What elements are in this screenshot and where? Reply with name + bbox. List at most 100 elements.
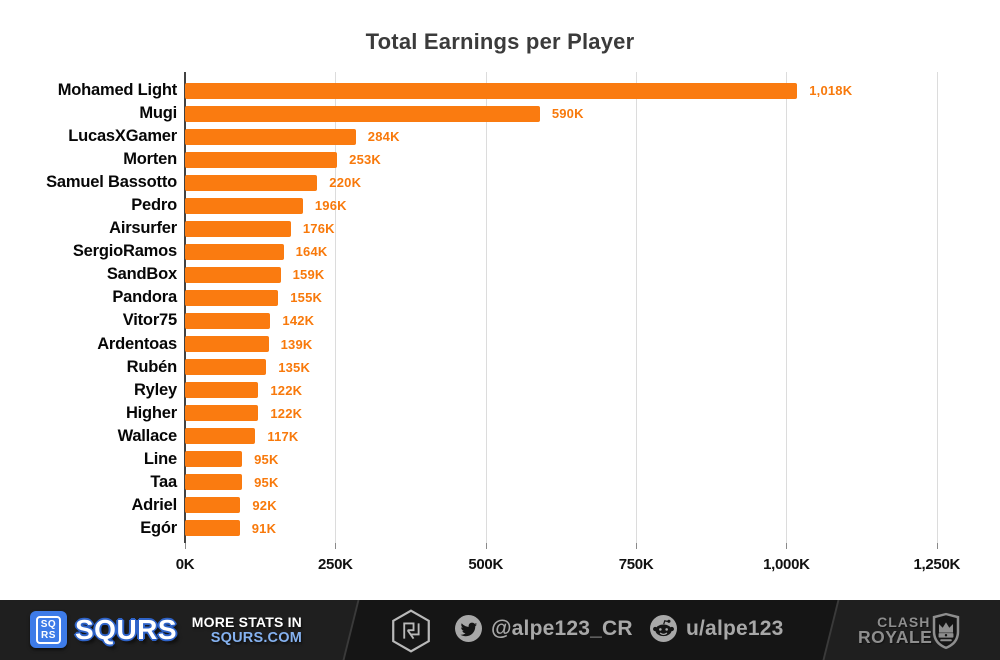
bar-value-label: 196K <box>314 198 347 214</box>
bar-value-label: 95K <box>254 474 279 490</box>
player-label: Mugi <box>139 104 177 123</box>
bar-row: Wallace 117K <box>0 425 1000 448</box>
bar-row: Vitor75 142K <box>0 309 1000 332</box>
x-axis-tickmark <box>786 543 788 549</box>
player-label: Pandora <box>112 288 177 307</box>
squrs-badge-line1: SQ <box>40 618 57 630</box>
earnings-bar <box>185 243 284 260</box>
player-label: Rubén <box>126 357 178 376</box>
gridline <box>786 72 788 543</box>
player-label: Mohamed Light <box>57 81 178 100</box>
bar-value-label: 284K <box>367 129 400 145</box>
squrs-badge-line2: RS <box>41 629 56 641</box>
squrs-logo-badge: SQ RS <box>30 611 67 648</box>
bar-value-label: 92K <box>252 497 277 513</box>
clash-royale-logo: CLASH ROYALE <box>858 612 963 650</box>
x-axis-tick-label: 250K <box>318 556 353 573</box>
more-stats-block: MORE STATS IN SQURS.COM <box>182 614 302 647</box>
squrs-branding: SQ RS SQURS <box>30 611 177 648</box>
x-axis-tick-label: 750K <box>618 556 654 573</box>
bar-value-label: 139K <box>280 336 313 352</box>
bar-value-label: 122K <box>270 382 303 398</box>
x-axis-tick-label: 1,000K <box>763 556 810 573</box>
player-label: Taa <box>150 472 177 491</box>
earnings-bar <box>185 266 281 283</box>
more-stats-text: MORE STATS IN <box>191 614 302 630</box>
bar-row: Morten 253K <box>0 148 1000 171</box>
footer-bar: SQ RS SQURS MORE STATS IN SQURS.COM <box>0 600 1000 660</box>
reddit-credit: u/alpe123 <box>650 615 784 642</box>
bar-value-label: 155K <box>290 290 323 306</box>
squrs-com-text: SQURS.COM <box>210 630 302 647</box>
bar-row: Ardentoas 139K <box>0 333 1000 356</box>
royaleapi-hexagon-logo <box>390 609 432 658</box>
earnings-bar <box>185 336 269 353</box>
squrs-wordmark: SQURS <box>75 613 178 645</box>
player-label: Morten <box>123 150 177 169</box>
bar-value-label: 91K <box>251 520 277 536</box>
bar-row: Taa 95K <box>0 471 1000 494</box>
x-axis-tickmark <box>636 543 638 549</box>
bar-value-label: 176K <box>302 221 335 237</box>
gridline <box>335 72 337 543</box>
clash-text-line1: CLASH <box>877 614 931 631</box>
bar-value-label: 590K <box>551 106 584 122</box>
bar-row: Mugi 590K <box>0 102 1000 125</box>
clash-text-line2: ROYALE <box>858 627 933 648</box>
twitter-credit: @alpe123_CR <box>455 615 633 642</box>
player-label: Airsurfer <box>109 219 177 238</box>
x-axis-tickmark <box>335 543 337 549</box>
player-label: Adriel <box>131 495 177 514</box>
bar-row: Pedro 196K <box>0 194 1000 217</box>
clash-royale-wordmark: CLASH ROYALE <box>858 614 933 648</box>
bar-row: Egór 91K <box>0 517 1000 540</box>
bar-row: Higher 122K <box>0 402 1000 425</box>
gridline <box>936 72 938 543</box>
player-label: SergioRamos <box>72 242 177 261</box>
player-label: Ryley <box>133 380 177 399</box>
plot-area: 0K 250K 500K 750K 1,000K 1,250K <box>176 72 962 573</box>
earnings-bar <box>185 474 243 491</box>
earnings-bar <box>185 428 256 445</box>
earnings-bar <box>185 520 240 537</box>
earnings-bar <box>185 451 243 468</box>
player-label: Higher <box>125 403 177 422</box>
earnings-bar <box>185 312 271 329</box>
bar-value-label: 159K <box>292 267 325 283</box>
bar-value-label: 220K <box>329 175 362 191</box>
earnings-bar <box>185 105 540 122</box>
earnings-bar <box>185 220 291 237</box>
earnings-bar <box>185 359 267 376</box>
player-label: SandBox <box>106 265 177 284</box>
twitter-bird-icon <box>455 615 482 642</box>
reddit-handle: u/alpe123 <box>686 616 784 640</box>
x-axis-tickmark <box>936 543 938 549</box>
bar-value-label: 122K <box>270 405 303 421</box>
bar-row: Samuel Bassotto 220K <box>0 171 1000 194</box>
bar-row: Airsurfer 176K <box>0 217 1000 240</box>
earnings-bar <box>185 405 259 422</box>
gridline <box>636 72 638 543</box>
clash-royale-shield-icon <box>933 612 960 650</box>
bar-row: Mohamed Light 1,018K <box>0 79 1000 102</box>
squrs-badge-text: SQ RS <box>35 615 62 644</box>
bar-row: SandBox 159K <box>0 263 1000 286</box>
bar-value-label: 1,018K <box>809 83 853 99</box>
bar-value-label: 164K <box>295 244 328 260</box>
player-label: Line <box>143 449 177 468</box>
player-label: Egór <box>140 518 177 537</box>
chart-rows: Mohamed Light 1,018K Mugi 590K LucasXGamer 28… <box>0 79 1000 540</box>
x-axis-tick-label: 0K <box>175 556 195 573</box>
earnings-bar <box>185 497 241 514</box>
bar-row: Adriel 92K <box>0 494 1000 517</box>
earnings-bar <box>185 174 318 191</box>
earnings-bar <box>185 128 356 145</box>
bar-value-label: 95K <box>254 451 279 467</box>
bar-row: Pandora 155K <box>0 286 1000 309</box>
bar-value-label: 253K <box>349 152 382 168</box>
bar-value-label: 142K <box>282 313 315 329</box>
x-axis-tickmark <box>485 543 487 549</box>
x-axis-tick-label: 500K <box>468 556 504 573</box>
earnings-bar <box>185 151 338 168</box>
earnings-bar <box>185 82 798 99</box>
